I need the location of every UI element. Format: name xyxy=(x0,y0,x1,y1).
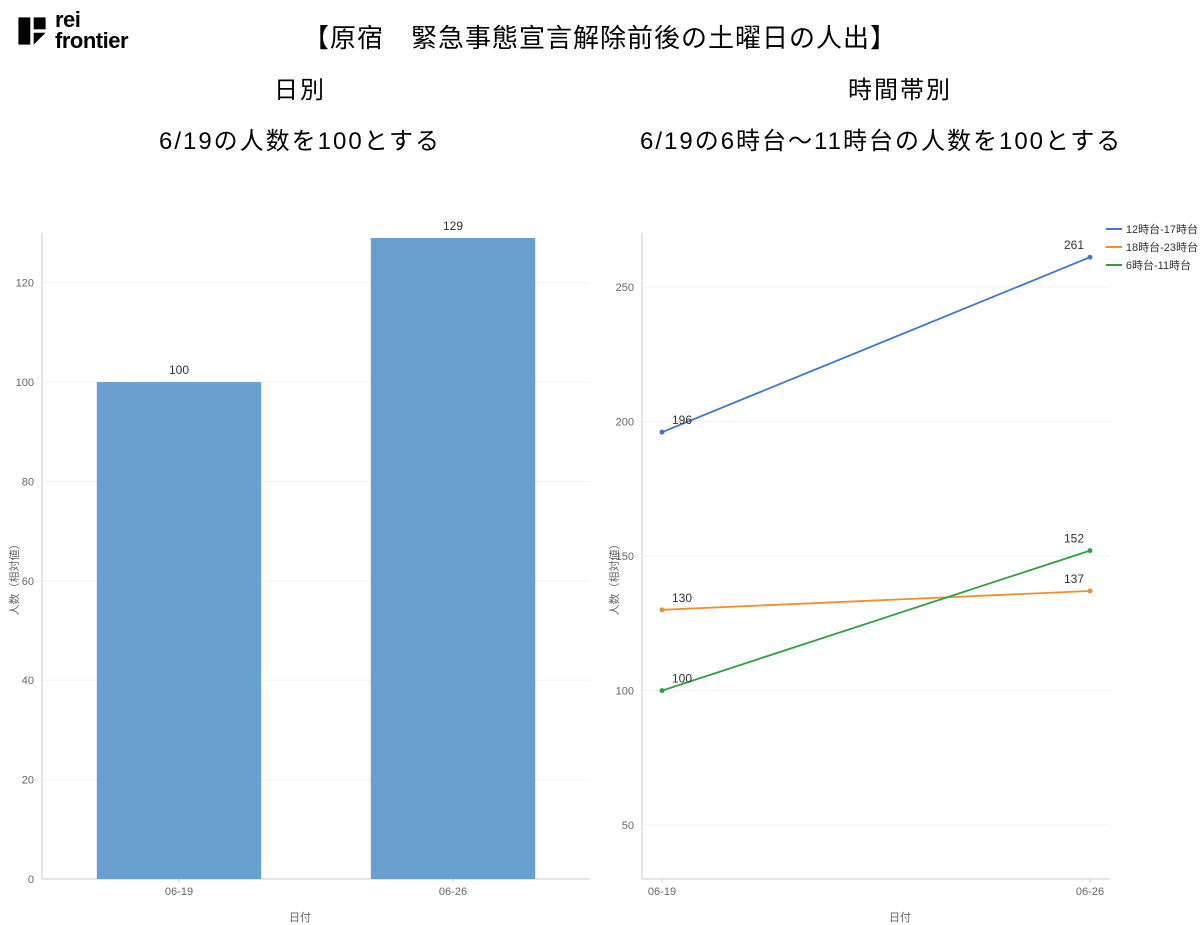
page-title: 【原宿 緊急事態宣言解除前後の土曜日の人出】 xyxy=(0,18,1200,55)
bar-chart-area: 人数（相対値） 02040608010012010006-1912906-26 … xyxy=(0,213,600,925)
svg-text:20: 20 xyxy=(22,775,34,787)
line-ylabel: 人数（相対値） xyxy=(606,539,622,616)
legend-label: 12時台-17時台 xyxy=(1126,221,1198,237)
legend-item: 18時台-23時台 xyxy=(1106,239,1198,255)
bar-chart: 0 20 40 60 80 100 120 100 06-19 129 06-26 xyxy=(0,213,600,903)
svg-text:100: 100 xyxy=(169,363,189,377)
svg-text:100: 100 xyxy=(616,686,634,698)
panel-daily: 日別 6/19の人数を100とする 人数（相対値） 0 20 40 60 80 100 12… xyxy=(0,70,600,925)
svg-text:196: 196 xyxy=(672,413,692,427)
svg-text:250: 250 xyxy=(616,282,634,294)
legend-swatch xyxy=(1106,246,1122,248)
svg-text:0: 0 xyxy=(28,874,34,886)
legend-item: 6時台-11時台 xyxy=(1106,257,1198,273)
panel-hourly-subtitle: 6/19の6時台〜11時台の人数を100とする xyxy=(600,123,1200,201)
svg-text:100: 100 xyxy=(16,377,34,389)
line-chart: 5010015020025006-1906-261962611301371001… xyxy=(600,213,1200,903)
legend-label: 18時台-23時台 xyxy=(1126,239,1198,255)
svg-text:06-26: 06-26 xyxy=(1076,886,1104,898)
bar-ylabel: 人数（相対値） xyxy=(6,539,22,616)
svg-text:06-26: 06-26 xyxy=(439,886,467,898)
svg-text:261: 261 xyxy=(1064,238,1084,252)
svg-text:50: 50 xyxy=(622,820,634,832)
panel-hourly-title: 時間帯別 xyxy=(600,70,1200,105)
svg-text:100: 100 xyxy=(672,672,692,686)
panel-daily-subtitle: 6/19の人数を100とする xyxy=(0,123,600,201)
svg-text:200: 200 xyxy=(616,416,634,428)
legend-item: 12時台-17時台 xyxy=(1106,221,1198,237)
svg-text:60: 60 xyxy=(22,576,34,588)
svg-text:130: 130 xyxy=(672,591,692,605)
panel-hourly: 時間帯別 6/19の6時台〜11時台の人数を100とする 人数（相対値） 50 1… xyxy=(600,70,1200,925)
svg-text:137: 137 xyxy=(1064,572,1084,586)
svg-text:80: 80 xyxy=(22,476,34,488)
svg-text:06-19: 06-19 xyxy=(165,886,193,898)
legend-swatch xyxy=(1106,228,1122,230)
svg-text:129: 129 xyxy=(443,219,463,233)
legend-swatch xyxy=(1106,264,1122,266)
panel-daily-title: 日別 xyxy=(0,70,600,105)
svg-text:40: 40 xyxy=(22,675,34,687)
bar-xlabel: 日付 xyxy=(0,909,600,925)
svg-text:152: 152 xyxy=(1064,532,1084,546)
svg-text:06-19: 06-19 xyxy=(648,886,676,898)
line-chart-area: 人数（相対値） 5010015020025006-1906-2619626113… xyxy=(600,213,1200,925)
svg-text:120: 120 xyxy=(16,278,34,290)
line-legend: 12時台-17時台 18時台-23時台 6時台-11時台 xyxy=(1106,221,1198,275)
line-xlabel: 日付 xyxy=(600,909,1200,925)
legend-label: 6時台-11時台 xyxy=(1126,257,1191,273)
